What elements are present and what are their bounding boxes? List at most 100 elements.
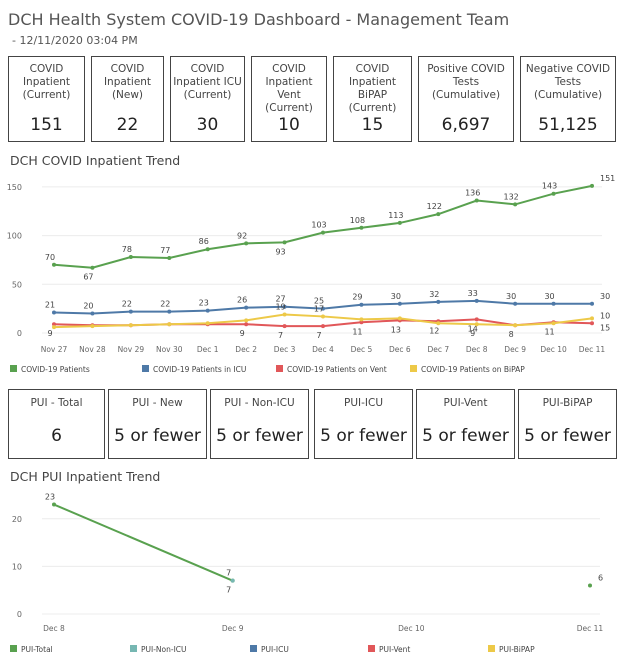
data-point xyxy=(244,305,249,310)
legend-swatch xyxy=(250,645,257,652)
x-tick-label: Dec 7 xyxy=(427,345,449,354)
data-label: 17 xyxy=(314,304,324,313)
data-label: 20 xyxy=(83,302,93,311)
legend-label: PUI-ICU xyxy=(261,645,289,654)
data-label: 7 xyxy=(226,586,231,595)
legend-label: PUI-Total xyxy=(21,645,53,654)
pui-label: PUI - Total xyxy=(30,397,83,409)
pui-trend-chart: 0 10 20 Dec 8 Dec 9 Dec 10 Dec 11 23 7 6 7 PUI-Tota… xyxy=(10,493,604,654)
data-label: 7 xyxy=(278,331,283,340)
data-label: 86 xyxy=(199,237,209,246)
data-label: 32 xyxy=(429,290,439,299)
x-tick-label: Dec 11 xyxy=(577,624,604,633)
data-point xyxy=(436,212,441,217)
pui-value: 5 or fewer xyxy=(320,426,407,446)
legend-swatch xyxy=(368,645,375,652)
data-label: 30 xyxy=(506,292,516,301)
series-line xyxy=(53,503,234,582)
kpi-label: COVID Inpatient Vent (Current) xyxy=(265,63,313,114)
data-label: 12 xyxy=(429,326,439,335)
y-tick-label: 0 xyxy=(17,610,22,619)
legend-swatch xyxy=(410,365,417,372)
kpi-label: COVID Inpatient (New) xyxy=(103,63,152,101)
data-point xyxy=(513,323,518,328)
data-point xyxy=(397,301,402,306)
data-point xyxy=(321,306,325,311)
data-point xyxy=(359,320,364,325)
data-point xyxy=(90,265,95,270)
data-point xyxy=(590,183,594,188)
pui-value: 6 xyxy=(51,426,62,446)
inpatient-trend-chart: 0 50 100 150 Nov 27 Nov 28 Nov 29 Nov 30 Dec 1 De… xyxy=(7,174,616,374)
data-label: 15 xyxy=(600,323,610,332)
data-point xyxy=(52,325,56,330)
legend-swatch xyxy=(10,365,17,372)
x-tick-label: Dec 11 xyxy=(579,345,606,354)
pui-value: 5 or fewer xyxy=(216,426,303,446)
data-label: 19 xyxy=(275,302,285,311)
pui-value: 5 or fewer xyxy=(114,426,201,446)
data-point xyxy=(321,230,325,235)
data-point xyxy=(436,299,441,304)
timestamp: - 12/11/2020 03:04 PM xyxy=(12,34,138,47)
data-point xyxy=(474,198,479,203)
kpi-card-inpatient-vent: COVID Inpatient Vent (Current) 10 xyxy=(251,56,327,142)
data-label: 25 xyxy=(314,297,324,306)
kpi-card-inpatient-new: COVID Inpatient (New) 22 xyxy=(91,56,164,142)
data-point xyxy=(205,247,210,252)
data-point xyxy=(359,302,364,307)
data-label: 8 xyxy=(509,330,514,339)
data-point xyxy=(205,321,210,326)
kpi-label: COVID Inpatient BiPAP (Current) xyxy=(348,63,397,114)
data-label: 9 xyxy=(47,329,52,338)
data-label: 10 xyxy=(600,311,610,320)
data-point xyxy=(282,240,287,245)
pui-card-bipap: PUI-BiPAP 5 or fewer xyxy=(518,389,617,459)
pui-label: PUI-ICU xyxy=(343,397,384,409)
dashboard-title: DCH Health System COVID-19 Dashboard - M… xyxy=(8,10,510,29)
x-tick-label: Dec 3 xyxy=(274,345,296,354)
pui-label: PUI - Non-ICU xyxy=(224,397,295,409)
x-tick-label: Nov 27 xyxy=(41,345,68,354)
data-label: 77 xyxy=(160,246,170,255)
pui-label: PUI-BiPAP xyxy=(542,397,593,409)
data-point xyxy=(513,202,518,207)
data-point xyxy=(590,321,594,326)
data-point xyxy=(474,298,479,303)
data-label: 122 xyxy=(427,202,442,211)
data-point xyxy=(282,324,287,329)
pui-card-new: PUI - New 5 or fewer xyxy=(108,389,207,459)
data-point xyxy=(282,312,287,317)
data-label: 30 xyxy=(391,292,401,301)
x-tick-label: Nov 29 xyxy=(118,345,145,354)
data-point xyxy=(397,316,402,321)
data-point xyxy=(90,324,95,329)
data-label: 11 xyxy=(544,327,554,336)
data-point xyxy=(230,578,235,583)
legend-label: PUI-Vent xyxy=(379,645,410,654)
data-label: 29 xyxy=(352,293,362,302)
pui-card-icu: PUI-ICU 5 or fewer xyxy=(314,389,413,459)
data-label: 11 xyxy=(352,327,362,336)
data-label: 7 xyxy=(226,569,231,578)
y-tick-label: 150 xyxy=(7,183,22,192)
x-tick-label: Dec 5 xyxy=(351,345,373,354)
x-tick-label: Dec 10 xyxy=(398,624,425,633)
legend-label: COVID-19 Patients xyxy=(21,365,90,374)
data-point xyxy=(167,255,172,260)
legend-swatch xyxy=(142,365,149,372)
data-label: 113 xyxy=(388,211,403,220)
data-label: 92 xyxy=(237,231,247,240)
x-tick-label: Dec 9 xyxy=(504,345,526,354)
legend-label: PUI-BiPAP xyxy=(499,645,535,654)
pui-label: PUI - New xyxy=(132,397,183,409)
data-point xyxy=(321,314,325,319)
y-tick-label: 20 xyxy=(12,515,22,524)
kpi-value: 151 xyxy=(30,115,63,135)
pui-card-vent: PUI-Vent 5 or fewer xyxy=(416,389,515,459)
data-point xyxy=(244,241,249,246)
kpi-card-inpatient-icu: COVID Inpatient ICU (Current) 30 xyxy=(170,56,245,142)
pui-trend-title: DCH PUI Inpatient Trend xyxy=(10,469,161,484)
data-point xyxy=(128,309,133,314)
data-point xyxy=(397,220,402,225)
